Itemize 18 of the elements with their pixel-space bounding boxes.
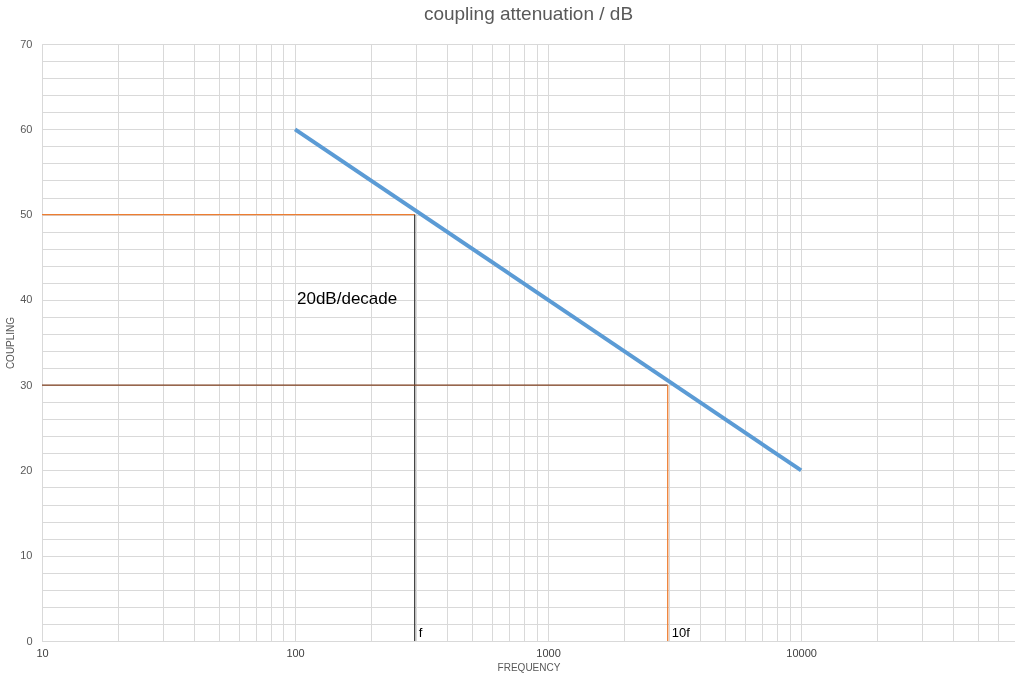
y-tick-label: 60	[20, 122, 33, 135]
y-tick-label: 10	[20, 549, 33, 562]
y-tick-label: 40	[20, 293, 33, 306]
annotation: f	[418, 625, 423, 640]
x-tick-label: 100	[286, 646, 305, 659]
y-tick-label: 0	[26, 634, 33, 647]
x-axis-title: FREQUENCY	[497, 661, 561, 673]
y-tick-label: 50	[20, 208, 33, 221]
x-tick-label: 1000	[536, 646, 561, 659]
y-tick-label: 20	[20, 463, 33, 476]
y-tick-label: 30	[20, 378, 33, 391]
chart-title: coupling attenuation / dB	[423, 3, 634, 24]
annotation: 20dB/decade	[297, 289, 398, 308]
y-tick-label: 70	[20, 37, 33, 50]
y-axis-title: COUPLING	[5, 316, 17, 370]
annotation: 10f	[671, 625, 691, 640]
x-tick-label: 10	[36, 646, 49, 659]
x-tick-label: 10000	[786, 646, 817, 659]
